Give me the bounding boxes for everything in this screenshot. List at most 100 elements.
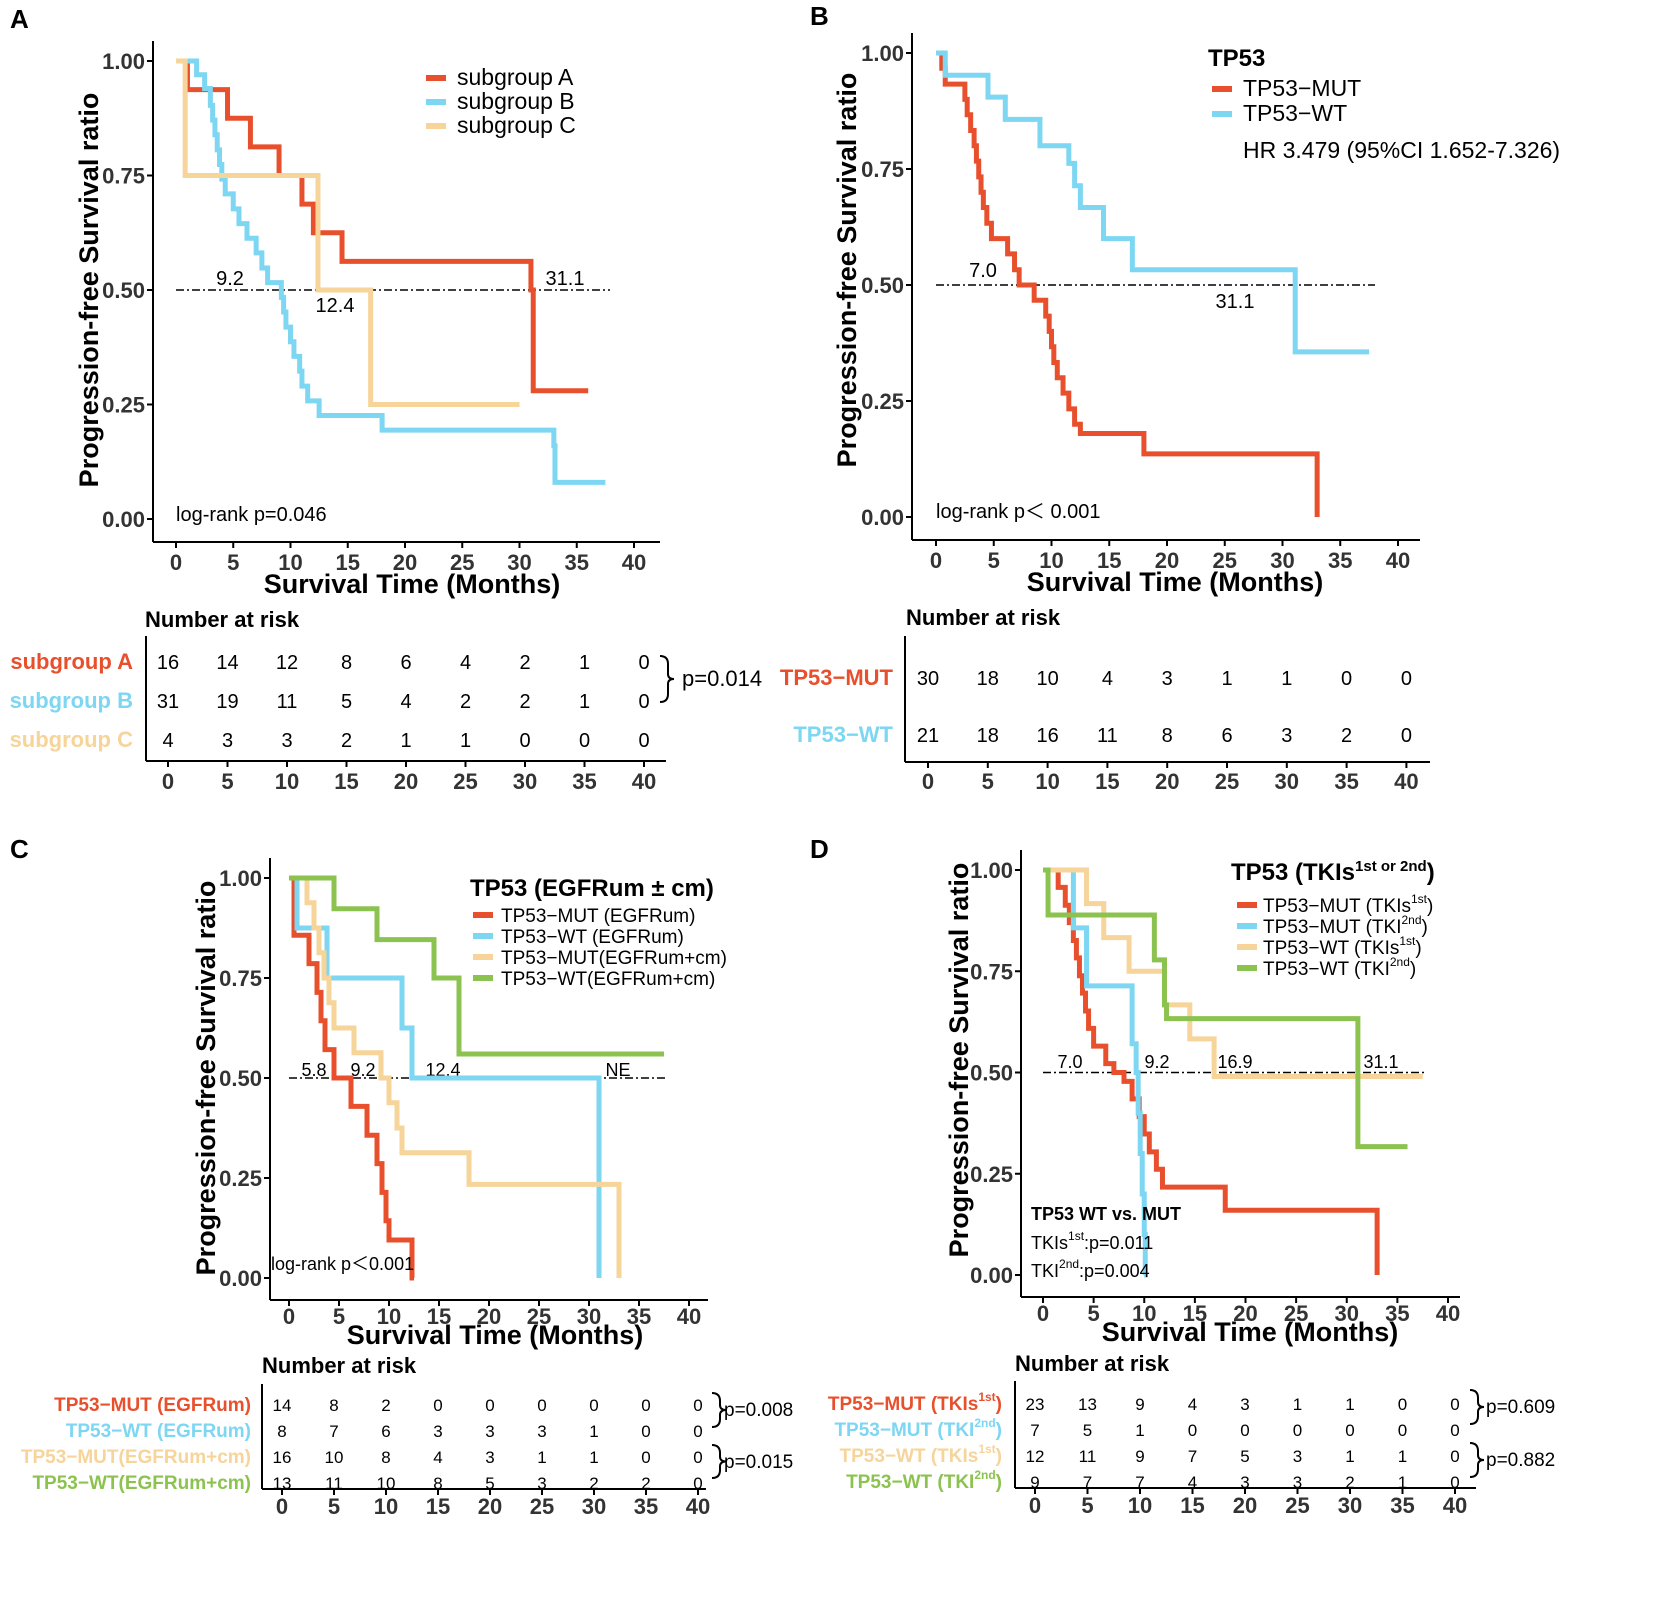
risk-cell: 0 [485,1396,494,1415]
x-tick-label: 25 [527,1304,551,1329]
risk-tick-label: 15 [1095,769,1119,794]
risk-cell: 1 [1398,1473,1407,1492]
risk-cell: 7 [1188,1447,1197,1466]
risk-cell: 1 [579,652,590,674]
legend-entry: TP53−MUT (TKI2nd) [1263,913,1428,938]
risk-cell: 0 [693,1422,702,1441]
x-tick-label: 40 [1386,548,1410,573]
x-tick-label: 25 [450,550,474,575]
risk-cell: 3 [485,1422,494,1441]
risk-cell: 1 [1398,1447,1407,1466]
km-curve-subgroup-c [176,58,520,407]
panel-C: C0.000.250.500.751.000 5 10 15 20 25 30 35 40Pro… [10,834,793,1519]
y-tick-label: 0.00 [970,1263,1013,1288]
risk-cell: 10 [325,1448,344,1467]
legend-entry: TP53−WT [1243,100,1347,126]
risk-cell: 4 [1188,1473,1197,1492]
risk-cell: 12 [276,652,298,674]
risk-cell: 4 [400,691,411,713]
y-tick-label: 0.25 [970,1162,1013,1187]
risk-cell: 3 [485,1448,494,1467]
risk-cell: 3 [1293,1473,1302,1492]
risk-cell: 6 [381,1422,390,1441]
risk-cell: 14 [216,652,238,674]
risk-cell: 0 [1401,668,1412,690]
risk-table-title: Number at risk [145,607,300,632]
risk-cell: 1 [589,1422,598,1441]
risk-cell: 0 [1240,1421,1249,1440]
risk-cell: 16 [1036,725,1058,747]
risk-cell: 0 [693,1396,702,1415]
x-tick-label: 5 [333,1304,345,1329]
x-tick-label: 40 [677,1304,701,1329]
x-tick-label: 10 [1132,1301,1156,1326]
risk-tick-label: 0 [922,769,934,794]
risk-tick-label: 0 [162,769,174,794]
risk-cell: 18 [977,668,999,690]
risk-cell: 13 [1078,1395,1097,1414]
x-axis-title: Survival Time (Months) [264,569,561,599]
x-tick-label: 35 [1328,548,1352,573]
x-tick-label: 15 [336,550,360,575]
panel-label: C [10,834,29,864]
risk-cell: 7 [1135,1473,1144,1492]
panel-label: B [810,1,829,31]
y-tick-label: 0.00 [102,507,145,532]
risk-cell: 3 [433,1422,442,1441]
x-tick-label: 0 [1037,1301,1049,1326]
risk-cell: 4 [433,1448,442,1467]
p-value-bracket [659,655,675,703]
risk-cell: 2 [1345,1473,1354,1492]
risk-cell: 0 [1398,1421,1407,1440]
y-tick-label: 1.00 [861,41,904,66]
risk-tick-label: 20 [1155,769,1179,794]
risk-tick-label: 5 [221,769,233,794]
risk-cell: 0 [1341,668,1352,690]
risk-cell: 0 [641,1396,650,1415]
risk-cell: 1 [1293,1395,1302,1414]
y-tick-label: 1.00 [102,49,145,74]
risk-cell: 12 [1026,1447,1045,1466]
x-tick-label: 20 [393,550,417,575]
risk-tick-label: 35 [572,769,596,794]
annotation-title: TP53 WT vs. MUT [1031,1204,1181,1224]
y-axis-title: Progression-free Survival ratio [74,93,104,488]
x-tick-label: 30 [577,1304,601,1329]
legend-entry: TP53−WT (TKIs1st) [1263,934,1422,959]
risk-row-label: subgroup A [10,649,133,674]
risk-cell: 1 [589,1448,598,1467]
logrank-annotation: log-rank p＜0.001 [271,1254,414,1274]
x-tick-label: 35 [627,1304,651,1329]
risk-tick-label: 25 [453,769,477,794]
risk-cell: 8 [329,1396,338,1415]
risk-cell: 7 [329,1422,338,1441]
risk-cell: 1 [1135,1421,1144,1440]
p-value: p=0.882 [1486,1450,1555,1471]
p-value-bracket [1469,1442,1485,1478]
p-value: p=0.008 [724,1400,793,1421]
x-tick-label: 20 [1155,548,1179,573]
x-tick-label: 40 [1436,1301,1460,1326]
legend-entry: subgroup B [457,88,575,114]
risk-tick-label: 40 [632,769,656,794]
x-tick-label: 0 [930,548,942,573]
risk-tick-label: 10 [1128,1493,1152,1518]
risk-tick-label: 10 [1035,769,1059,794]
annotation-line: TKIs1st:p=0.011 [1031,1229,1153,1253]
risk-table-title: Number at risk [1015,1351,1170,1376]
median-label: 31.1 [546,268,585,290]
risk-cell: 1 [1345,1447,1354,1466]
y-tick-label: 1.00 [970,858,1013,883]
y-tick-label: 0.50 [970,1061,1013,1086]
risk-cell: 7 [1030,1421,1039,1440]
risk-cell: 3 [1281,725,1292,747]
median-label: NE [605,1060,630,1080]
risk-tick-label: 20 [478,1494,502,1519]
risk-tick-label: 5 [328,1494,340,1519]
risk-row-label: subgroup B [10,688,133,713]
km-curve-tp53-wt-egfrum-cm- [289,875,664,1057]
x-tick-label: 10 [278,550,302,575]
risk-tick-label: 35 [1334,769,1358,794]
risk-cell: 0 [1450,1473,1459,1492]
